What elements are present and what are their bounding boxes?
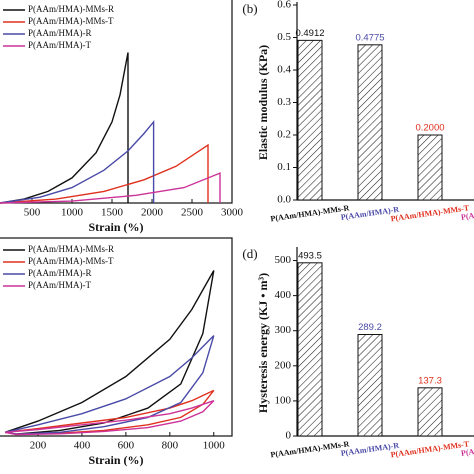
y-axis-label: Elastic modulus (KPa) (256, 45, 270, 160)
y-tick-label: 0.0 (277, 194, 291, 206)
curve (0, 143, 209, 204)
x-axis-label: Strain (%) (89, 220, 144, 234)
y-tick-label: 400 (275, 289, 292, 301)
value-label: 493.5 (298, 250, 322, 261)
x-tick-label: 1000 (203, 440, 226, 452)
legend-label: P(AAm/HMA)-MMs-T (28, 16, 114, 26)
x-tick-label: 600 (118, 440, 135, 452)
curve (4, 335, 215, 435)
curve (0, 119, 155, 204)
panel-label: (d) (242, 246, 257, 261)
panel-label: (b) (242, 1, 257, 16)
legend-label: P(AAm/HMA)-T (28, 40, 91, 50)
y-tick-label: 0.5 (277, 31, 291, 43)
bar (417, 387, 443, 437)
curve (4, 389, 215, 435)
bar (297, 39, 323, 201)
bar (417, 134, 443, 201)
category-label: P(AAm/HMA)-MMs-T (390, 439, 470, 459)
y-axis-label: Hysteresis energy (KJ • m³) (256, 273, 270, 413)
category-label: P(AAm/HMA)-MMs-R (270, 203, 350, 223)
y-tick-label: 0.3 (277, 96, 291, 108)
legend-label: P(AAm/HMA)-T (28, 280, 91, 290)
y-tick-label: 0.6 (277, 0, 291, 11)
y-tick-label: 300 (275, 324, 292, 336)
curve (4, 270, 215, 435)
value-label: 289.2 (358, 322, 382, 333)
x-axis-label: Strain (%) (89, 453, 144, 467)
bar (357, 44, 383, 201)
curve (0, 52, 129, 204)
y-tick-label: 500 (275, 254, 292, 266)
y-tick-label: 0.2 (277, 129, 291, 141)
x-tick-label: 1500 (101, 207, 124, 219)
category-label: P(AAm/HMA)-MMs-R (270, 439, 350, 459)
bar (357, 334, 383, 437)
x-tick-label: 3000 (221, 207, 244, 219)
x-tick-label: 500 (24, 207, 41, 219)
value-label: 0.2000 (415, 123, 444, 134)
x-tick-label: 1000 (61, 207, 84, 219)
y-tick-label: 0 (286, 430, 292, 442)
legend-label: P(AAm/HMA)-R (28, 28, 92, 38)
curve (4, 400, 215, 436)
value-label: 0.4912 (295, 28, 324, 39)
x-tick-label: 2500 (181, 207, 204, 219)
x-tick-label: 400 (74, 440, 91, 452)
legend-label: P(AAm/HMA)-MMs-R (28, 244, 114, 254)
bar (297, 262, 323, 437)
legend-label: P(AAm/HMA)-R (28, 268, 92, 278)
plot-frame (0, 237, 233, 437)
legend-label: P(AAm/HMA)-MMs-R (28, 4, 114, 14)
y-tick-label: 200 (275, 359, 292, 371)
y-tick-label: 0.1 (277, 161, 291, 173)
plot-frame (0, 0, 233, 204)
x-tick-label: 200 (30, 440, 47, 452)
curve (0, 172, 221, 204)
legend-label: P(AAm/HMA)-MMs-T (28, 256, 114, 266)
value-label: 0.4775 (355, 32, 384, 43)
category-label: P(AAm/HMA)-MMs-T (390, 203, 470, 223)
y-tick-label: 0.4 (277, 64, 291, 76)
value-label: 137.3 (418, 375, 442, 386)
x-tick-label: 2000 (141, 207, 164, 219)
y-tick-label: 100 (275, 394, 292, 406)
x-tick-label: 800 (162, 440, 179, 452)
